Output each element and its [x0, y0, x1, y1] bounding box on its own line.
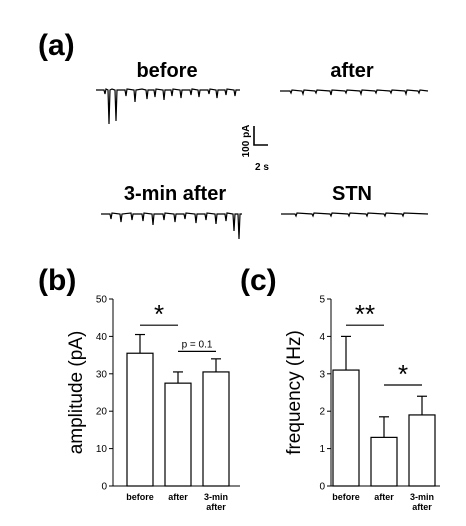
y-tick-label: 0	[319, 482, 325, 493]
y-tick-label: 0	[101, 482, 107, 493]
y-tick-label: 40	[96, 332, 108, 343]
significance-stars: **	[355, 299, 375, 329]
scale-bar	[253, 126, 268, 146]
y-tick-label: 10	[96, 444, 108, 455]
y-tick-label: 4	[319, 332, 325, 343]
bar	[164, 382, 192, 487]
trace-stn	[281, 212, 429, 218]
x-tick-label: 3-min after	[204, 492, 228, 512]
significance-stars: *	[154, 299, 164, 329]
significance-stars: *	[398, 359, 408, 389]
trace-3min-after	[101, 212, 242, 240]
scale-bar-x-label: 2 s	[255, 162, 269, 173]
panel-a-letter: (a)	[38, 29, 75, 62]
chart-frequency: 0 1 2 3 4 5 frequency (Hz) before after 3-min afte…	[284, 295, 440, 512]
y-tick-label: 1	[319, 444, 325, 455]
bar	[126, 352, 154, 487]
trace-title-3min-after: 3-min after	[124, 183, 226, 205]
y-tick-label: 30	[96, 369, 108, 380]
x-tick-label: before	[126, 492, 154, 502]
trace-title-after: after	[330, 60, 374, 82]
scale-bar-y-label: 100 pA	[241, 125, 252, 158]
trace-title-stn: STN	[332, 183, 372, 205]
chart-amplitude: 0 10 20 30 40 50 amplitude (pA) before after 3-mi…	[66, 295, 240, 512]
bar	[408, 414, 436, 487]
x-tick-label: after	[374, 492, 394, 502]
significance-pvalue: p = 0.1	[182, 339, 213, 350]
y-tick-label: 5	[319, 295, 325, 306]
trace-before	[96, 88, 240, 125]
y-tick-label: 2	[319, 407, 325, 418]
x-tick-label: before	[332, 492, 360, 502]
trace-after	[280, 89, 429, 97]
bar	[202, 371, 230, 487]
bar	[370, 436, 398, 487]
x-tick-label: 3-min after	[410, 492, 434, 512]
panel-c-letter: (c)	[240, 264, 277, 297]
x-tick-label: after	[168, 492, 188, 502]
y-tick-label: 50	[96, 295, 108, 306]
y-axis-label: frequency (Hz)	[284, 330, 305, 455]
panel-b-letter: (b)	[38, 264, 76, 297]
y-axis-label: amplitude (pA)	[66, 331, 87, 455]
y-tick-label: 20	[96, 407, 108, 418]
y-tick-label: 3	[319, 369, 325, 380]
bar	[332, 369, 360, 487]
trace-title-before: before	[136, 60, 197, 82]
